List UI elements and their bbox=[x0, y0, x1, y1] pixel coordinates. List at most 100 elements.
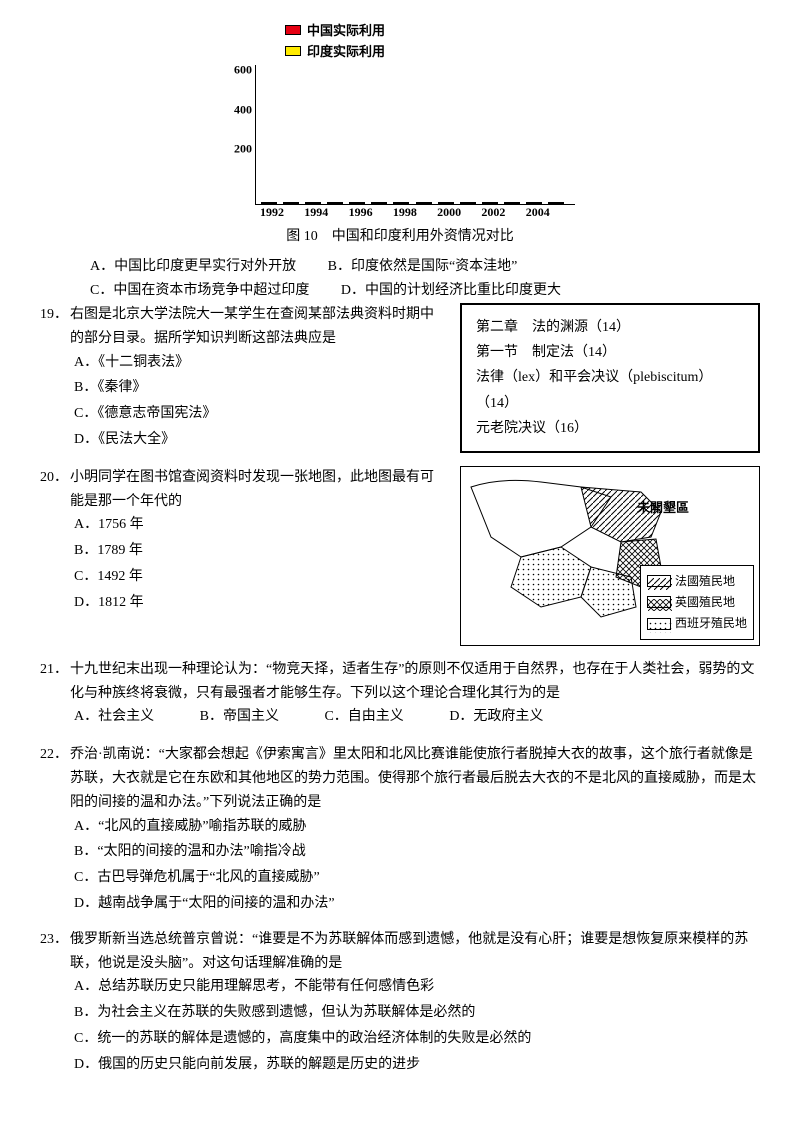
q18-options-row1: A．中国比印度更早实行对外开放 B．印度依然是国际“资本洼地” bbox=[40, 255, 760, 275]
legend-swatch-china bbox=[285, 25, 301, 35]
question-number: 19． bbox=[40, 303, 70, 351]
bar-china bbox=[548, 202, 556, 204]
bar-group bbox=[393, 202, 415, 204]
y-tick-label: 200 bbox=[234, 142, 252, 157]
map-legend-item: 法國殖民地 bbox=[647, 571, 747, 591]
legend-swatch-india bbox=[285, 46, 301, 56]
map-legend-item: 英國殖民地 bbox=[647, 592, 747, 612]
bar-india bbox=[313, 202, 321, 204]
bar-group bbox=[327, 202, 349, 204]
q18-options-row2: C．中国在资本市场竞争中超过印度 D．中国的计划经济比重比印度更大 bbox=[40, 279, 760, 299]
option-c: C．统一的苏联的解体是遗憾的，高度集中的政治经济体制的失败是必然的 bbox=[74, 1027, 760, 1051]
bar-group bbox=[371, 202, 393, 204]
bar-china bbox=[261, 202, 269, 204]
law-excerpt-box: 第二章 法的渊源（14） 第一节 制定法（14） 法律（lex）和平会决议（pl… bbox=[460, 303, 760, 453]
option-c: C．自由主义 bbox=[324, 705, 403, 729]
option-a: A．1756 年 bbox=[74, 513, 445, 537]
option-d: D．越南战争属于“太阳的间接的温和办法” bbox=[74, 892, 760, 916]
bar-india bbox=[446, 202, 454, 204]
question-number: 23． bbox=[40, 928, 70, 976]
option-a: A．《十二铜表法》 bbox=[74, 351, 445, 375]
bar-china bbox=[460, 202, 468, 204]
x-tick-label: 2004 bbox=[526, 205, 570, 220]
bar-group bbox=[460, 202, 482, 204]
bar-group bbox=[416, 202, 438, 204]
option-d: D．1812 年 bbox=[74, 591, 445, 615]
question-22: 22． 乔治·凯南说：“大家都会想起《伊索寓言》里太阳和北风比赛谁能使旅行者脱掉… bbox=[40, 743, 760, 916]
x-tick-label: 2000 bbox=[437, 205, 481, 220]
chart-legend: 中国实际利用 印度实际利用 bbox=[285, 20, 575, 60]
option-b: B．帝国主义 bbox=[200, 705, 279, 729]
bar-group bbox=[548, 202, 570, 204]
option-b: B．为社会主义在苏联的失败感到遗憾，但认为苏联解体是必然的 bbox=[74, 1001, 760, 1025]
question-23: 23． 俄罗斯新当选总统普京曾说：“谁要是不为苏联解体而感到遗憾，他就是没有心肝… bbox=[40, 928, 760, 1077]
y-axis-ticks: 200 400 600 bbox=[226, 65, 254, 204]
bar-china bbox=[438, 202, 446, 204]
bar-india bbox=[269, 202, 277, 204]
bar-india bbox=[401, 202, 409, 204]
option-b: B．“太阳的间接的温和办法”喻指冷战 bbox=[74, 840, 760, 864]
option-d: D．中国的计划经济比重比印度更大 bbox=[341, 279, 561, 299]
question-stem: 十九世纪末出现一种理论认为：“物竞天择，适者生存”的原则不仅适用于自然界，也存在… bbox=[70, 658, 760, 706]
question-number: 21． bbox=[40, 658, 70, 706]
y-tick-label: 600 bbox=[234, 62, 252, 77]
option-c: C．古巴导弹危机属于“北风的直接威胁” bbox=[74, 866, 760, 890]
bar-china bbox=[371, 202, 379, 204]
bar-group bbox=[482, 202, 504, 204]
law-line: 第二章 法的渊源（14） bbox=[476, 315, 744, 340]
bar-group bbox=[261, 202, 283, 204]
y-tick-label: 400 bbox=[234, 102, 252, 117]
bar-china bbox=[393, 202, 401, 204]
bar-china bbox=[349, 202, 357, 204]
question-19: 19． 右图是北京大学法院大一某学生在查阅某部法典资料时期中的部分目录。据所学知… bbox=[40, 303, 760, 454]
option-c: C．1492 年 bbox=[74, 565, 445, 589]
bar-india bbox=[468, 202, 476, 204]
bar-india bbox=[490, 202, 498, 204]
bar-group bbox=[504, 202, 526, 204]
bar-india bbox=[335, 202, 343, 204]
x-tick-label: 1992 bbox=[260, 205, 304, 220]
map-legend-item: 西班牙殖民地 bbox=[647, 613, 747, 633]
bar-india bbox=[357, 202, 365, 204]
option-a: A．中国比印度更早实行对外开放 bbox=[90, 255, 296, 275]
question-number: 22． bbox=[40, 743, 70, 814]
bar-group bbox=[349, 202, 371, 204]
bar-china bbox=[327, 202, 335, 204]
bar-group bbox=[526, 202, 548, 204]
law-line: 法律（lex）和平会决议（plebiscitum） bbox=[476, 365, 744, 390]
map-legend-label: 英國殖民地 bbox=[675, 592, 735, 612]
map-undeveloped-label: 未開墾區 bbox=[637, 497, 689, 519]
x-tick-label: 1994 bbox=[304, 205, 348, 220]
option-a: A．“北风的直接威胁”喻指苏联的威胁 bbox=[74, 815, 760, 839]
colonial-map: 未開墾區 法國殖民地 英國殖民地 西班牙殖民地 bbox=[460, 466, 760, 646]
bars-container bbox=[256, 65, 575, 204]
fdi-chart: 中国实际利用 印度实际利用 200 400 600 1992199419961998… bbox=[225, 20, 575, 245]
bar-india bbox=[534, 202, 542, 204]
question-stem: 右图是北京大学法院大一某学生在查阅某部法典资料时期中的部分目录。据所学知识判断这… bbox=[70, 303, 445, 351]
question-stem: 小明同学在图书馆查阅资料时发现一张地图，此地图最有可能是那一个年代的 bbox=[70, 466, 445, 514]
law-line: 第一节 制定法（14） bbox=[476, 340, 744, 365]
question-number: 20． bbox=[40, 466, 70, 514]
bar-china bbox=[416, 202, 424, 204]
bar-india bbox=[556, 202, 564, 204]
legend-item: 中国实际利用 bbox=[285, 20, 575, 39]
option-b: B．1789 年 bbox=[74, 539, 445, 563]
x-tick-label: 2002 bbox=[481, 205, 525, 220]
x-tick-label: 1998 bbox=[393, 205, 437, 220]
option-a: A．总结苏联历史只能用理解思考，不能带有任何感情色彩 bbox=[74, 975, 760, 999]
legend-label: 中国实际利用 bbox=[307, 20, 385, 39]
question-20: 20． 小明同学在图书馆查阅资料时发现一张地图，此地图最有可能是那一个年代的 A… bbox=[40, 466, 760, 646]
question-21: 21． 十九世纪末出现一种理论认为：“物竞天择，适者生存”的原则不仅适用于自然界… bbox=[40, 658, 760, 731]
bar-china bbox=[526, 202, 534, 204]
x-axis-labels: 1992199419961998200020022004 bbox=[255, 205, 575, 220]
map-legend: 法國殖民地 英國殖民地 西班牙殖民地 bbox=[640, 565, 754, 640]
bar-india bbox=[424, 202, 432, 204]
bar-china bbox=[283, 202, 291, 204]
bar-india bbox=[291, 202, 299, 204]
bar-india bbox=[512, 202, 520, 204]
option-a: A．社会主义 bbox=[74, 705, 154, 729]
question-stem: 俄罗斯新当选总统普京曾说：“谁要是不为苏联解体而感到遗憾，他就是没有心肝；谁要是… bbox=[70, 928, 760, 976]
chart-plot-area: 200400600 bbox=[255, 65, 575, 205]
x-tick-label: 1996 bbox=[349, 205, 393, 220]
option-d: D．无政府主义 bbox=[449, 705, 543, 729]
